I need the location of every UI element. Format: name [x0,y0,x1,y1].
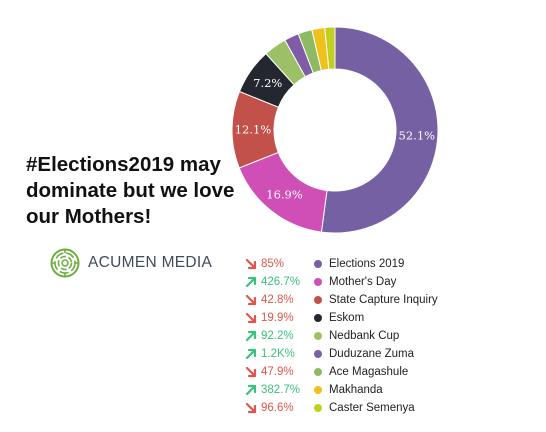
legend-label: Caster Semenya [329,402,415,414]
legend-label: Nedbank Cup [329,330,400,342]
arrow-down-left-icon [245,366,257,378]
legend-change: 382.7% [261,384,301,396]
legend-change: 426.7% [261,276,301,288]
legend-item: 382.7% Makhanda [244,381,438,399]
legend-item: 92.2% Nedbank Cup [244,327,438,345]
legend-change: 92.2% [261,330,294,342]
arrow-up-right-icon [245,384,257,396]
donut-slice [324,26,336,70]
legend-label: Ace Magashule [329,366,409,378]
legend-swatch [314,296,322,304]
legend-item: 426.7% Mother's Day [244,273,438,291]
legend-item: 96.6% Caster Semenya [244,399,438,417]
slice-label: 12.1% [235,123,272,137]
legend-swatch [314,314,322,322]
arrow-down-left-icon [245,258,257,270]
legend-swatch [314,386,322,394]
slice-label: 7.2% [253,76,282,90]
legend-label: Duduzane Zuma [329,348,415,360]
legend-label: Mother's Day [329,276,397,288]
donut-slice [320,26,439,234]
legend-item: 85% Elections 2019 [244,255,438,273]
legend-change: 47.9% [261,366,294,378]
legend-label: Eskom [329,312,365,324]
legend-swatch [314,260,322,268]
headline: #Elections2019 may dominate but we love … [26,153,235,228]
legend-change: 85% [261,258,285,270]
legend-label: Elections 2019 [329,258,405,270]
legend-change: 19.9% [261,312,294,324]
acumen-logo-icon [50,248,80,278]
arrow-down-left-icon [245,312,257,324]
legend-change: 1.2K% [261,348,295,360]
brand: ACUMEN MEDIA [50,248,212,278]
legend-item: 47.9% Ace Magashule [244,363,438,381]
legend-swatch [314,404,322,412]
arrow-up-right-icon [245,348,257,360]
arrow-up-right-icon [245,330,257,342]
legend-item: 1.2K% Duduzane Zuma [244,345,438,363]
legend-swatch [314,278,322,286]
legend: 85% Elections 2019 426.7% Mother's Day 42.8%… [244,255,438,417]
legend-item: 19.9% Eskom [244,309,438,327]
legend-item: 42.8% State Capture Inquiry [244,291,438,309]
legend-swatch [314,350,322,358]
legend-change: 96.6% [261,402,294,414]
slice-label: 52.1% [399,128,436,142]
legend-label: Makhanda [329,384,383,396]
arrow-down-left-icon [245,402,257,414]
brand-name: ACUMEN MEDIA [88,254,213,271]
slice-label: 16.9% [266,188,303,202]
legend-swatch [314,332,322,340]
legend-label: State Capture Inquiry [329,294,438,306]
legend-change: 42.8% [261,294,294,306]
legend-swatch [314,368,322,376]
arrow-down-left-icon [245,294,257,306]
arrow-up-right-icon [245,276,257,288]
